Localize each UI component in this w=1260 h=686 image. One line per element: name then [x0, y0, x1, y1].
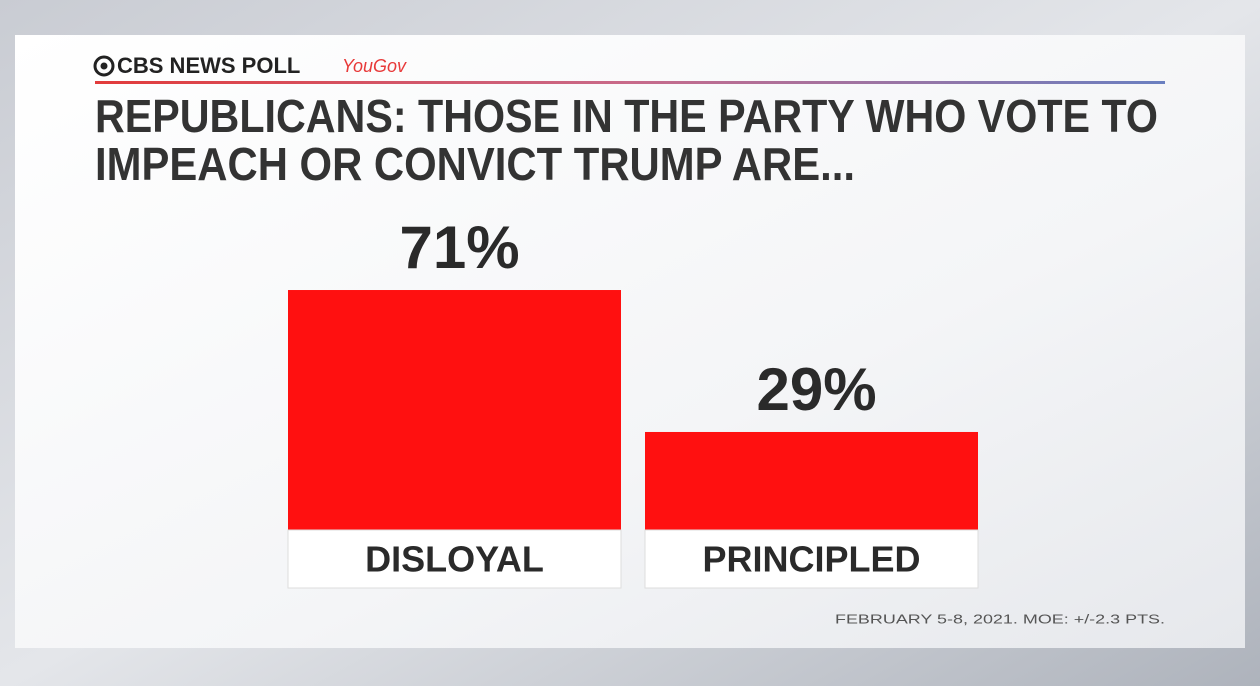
chart-title: REPUBLICANS: THOSE IN THE PARTY WHO VOTE…: [95, 90, 1158, 142]
cbs-eye-pupil: [100, 62, 108, 70]
category-box: [644, 529, 979, 589]
category-box: [287, 529, 622, 589]
header-rule: [95, 81, 1165, 84]
chart-title: IMPEACH OR CONVICT TRUMP ARE...: [95, 138, 855, 190]
x-tick-label: DISLOYAL: [365, 539, 544, 580]
footnote: FEBRUARY 5-8, 2021. MOE: +/-2.3 PTS.: [835, 611, 1165, 626]
card: [15, 35, 1245, 648]
brand: CBS NEWS POLL: [117, 53, 300, 78]
x-tick-label: PRINCIPLED: [702, 539, 920, 580]
bar: [288, 290, 621, 530]
value-label: 29%: [756, 356, 876, 423]
cbs-eye: [93, 55, 115, 77]
value-label: 71%: [399, 214, 519, 281]
bar: [645, 431, 978, 530]
partner: YouGov: [342, 56, 407, 76]
